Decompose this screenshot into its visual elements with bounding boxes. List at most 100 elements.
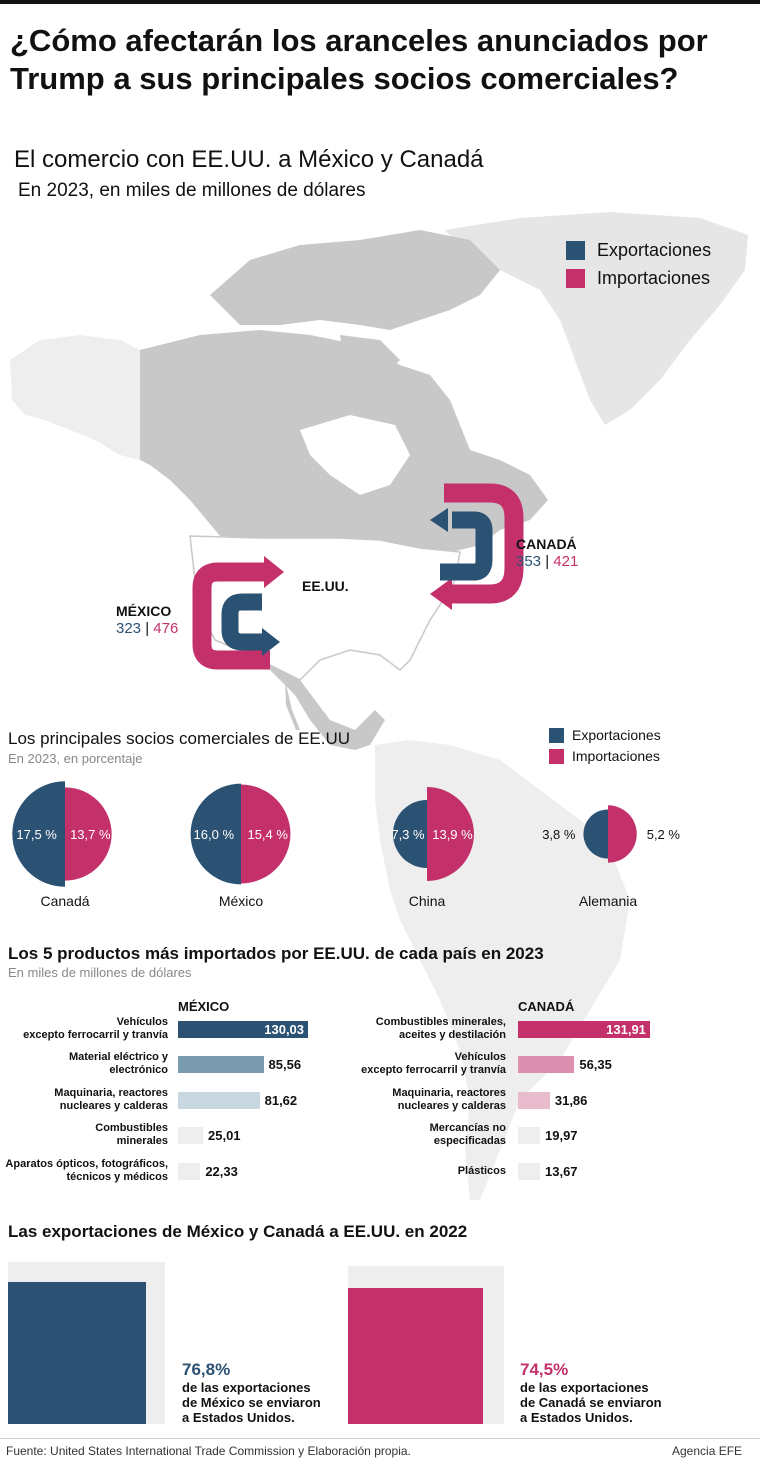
products-subtitle: En miles de millones de dólares — [8, 965, 192, 980]
product-label-line: Vehículos — [116, 1016, 168, 1028]
canada-product-value: 13,67 — [545, 1164, 578, 1179]
mexico-product-bar — [178, 1056, 264, 1073]
pie-imports-label: 5,2 % — [647, 827, 681, 842]
canada-desc-line3: a Estados Unidos. — [520, 1410, 633, 1425]
page-title: ¿Cómo afectarán los aranceles anunciados… — [10, 23, 708, 96]
pies-legend-imports-swatch — [549, 749, 564, 764]
mexico-exports-desc: de las exportaciones de México se enviar… — [182, 1380, 321, 1425]
mexico-exports-square-fill — [8, 1282, 146, 1424]
mexico-product-bar — [178, 1127, 203, 1144]
product-label-line: especificadas — [433, 1135, 506, 1147]
arctic-islands-shape — [210, 230, 500, 330]
mexico-product-value: 25,01 — [208, 1128, 241, 1143]
canada-product-value: 131,91 — [606, 1022, 646, 1037]
canada-product-value: 19,97 — [545, 1128, 578, 1143]
mexico-desc-line3: a Estados Unidos. — [182, 1410, 295, 1425]
product-label-line: Combustibles — [95, 1122, 168, 1134]
usa-label: EE.UU. — [302, 578, 349, 594]
mexico-imports-arrow — [192, 556, 284, 670]
pie-imports-label: 13,9 % — [432, 827, 473, 842]
mexico-product-value: 130,03 — [264, 1022, 305, 1037]
mexico-exports-value: 323 — [116, 620, 142, 637]
mexico-product-bar — [178, 1163, 201, 1180]
pies-legend-imports-label: Importaciones — [572, 748, 660, 764]
canada-exports-desc: de las exportaciones de Canadá se enviar… — [520, 1380, 662, 1425]
product-label-line: Maquinaria, reactores — [392, 1087, 506, 1099]
mexico-product-value: 81,62 — [264, 1093, 298, 1108]
mexico-product-label: Maquinaria, reactores nucleares y caldera… — [54, 1087, 168, 1113]
pie-imports-label: 15,4 % — [247, 827, 288, 842]
product-label-line: Mercancías no — [429, 1122, 506, 1134]
product-label-line: Combustibles minerales, — [375, 1016, 506, 1028]
pies-title: Los principales socios comerciales de EE… — [8, 729, 351, 748]
mexico-desc-line1: de las exportaciones — [182, 1380, 311, 1395]
canada-product-label: Vehículos excepto ferrocarril y tranvía — [361, 1051, 506, 1077]
product-label-line: Vehículos — [454, 1051, 506, 1063]
map-subtitle: En 2023, en miles de millones de dólares — [18, 180, 366, 201]
mexico-exports-pct: 76,8% — [182, 1360, 231, 1379]
trade-flow-arrows — [192, 483, 524, 670]
pie-country-label: México — [219, 893, 264, 909]
top-rule — [0, 0, 760, 4]
legend-exports-swatch — [566, 241, 585, 260]
canada-product-value: 31,86 — [554, 1093, 588, 1108]
mexico-product-value: 22,33 — [205, 1164, 238, 1179]
source-note: Fuente: United States International Trad… — [6, 1444, 411, 1458]
legend-exports-label: Exportaciones — [597, 240, 712, 260]
canada-product-label: Mercancías no especificadas — [430, 1122, 506, 1148]
pie-exports-china — [392, 799, 427, 869]
product-label-line: Material eléctrico y — [68, 1051, 168, 1063]
alaska-shape — [10, 335, 140, 460]
pie-imports-label: 13,7 % — [70, 827, 111, 842]
product-label-line: excepto ferrocarril y tranvía — [23, 1029, 168, 1041]
product-label-line: técnicos y médicos — [66, 1171, 169, 1183]
canada-product-bar — [518, 1127, 540, 1144]
pie-exports-label: 3,8 % — [542, 827, 576, 842]
footer-divider — [0, 1438, 760, 1439]
canada-product-bar — [518, 1021, 650, 1038]
product-label-line: Maquinaria, reactores — [54, 1087, 168, 1099]
pie-country-label: China — [409, 893, 446, 909]
canada-product-bar — [518, 1163, 540, 1180]
canada-product-bar — [518, 1092, 550, 1109]
pie-exports-canadá — [12, 781, 65, 887]
exports-2022-title: Las exportaciones de México y Canadá a E… — [8, 1222, 468, 1241]
canada-imports-value: 421 — [553, 553, 579, 570]
canada-product-value: 56,35 — [579, 1057, 612, 1072]
canada-exports-arrow — [430, 508, 493, 581]
canada-exports-pct: 74,5% — [520, 1360, 569, 1379]
pies-legend-exports-swatch — [549, 728, 564, 743]
pie-exports-label: 16,0 % — [194, 827, 235, 842]
legend-imports-swatch — [566, 269, 585, 288]
agency-credit: Agencia EFE — [672, 1444, 743, 1458]
canada-product-label: Plásticos — [458, 1165, 506, 1178]
canada-exports-square-fill — [348, 1287, 483, 1424]
mexico-product-label: Combustibles minerales — [95, 1122, 168, 1148]
products-title: Los 5 productos más importados por EE.UU… — [8, 944, 544, 963]
canada-exports-value: 353 — [516, 553, 542, 570]
mexico-product-label: Material eléctrico y electrónico — [69, 1051, 168, 1077]
pie-exports-label: 17,5 % — [16, 827, 57, 842]
canada-product-bar — [518, 1056, 575, 1073]
product-label-line: nucleares y calderas — [59, 1100, 168, 1112]
product-label-line: Aparatos ópticos, fotográficos, — [5, 1158, 168, 1170]
mexico-label: MÉXICO — [116, 603, 172, 619]
pies-legend-exports-label: Exportaciones — [572, 727, 661, 743]
canada-values: 353 | 421 — [516, 553, 579, 570]
pie-imports-méxico — [241, 784, 291, 884]
pie-exports-méxico — [190, 783, 241, 885]
canada-column-header: CANADÁ — [518, 999, 575, 1014]
mexico-shape — [250, 655, 385, 750]
mexico-desc-line2: de México se enviaron — [182, 1395, 321, 1410]
product-label-line: minerales — [116, 1135, 168, 1147]
mexico-exports-arrow — [221, 593, 280, 656]
canada-desc-line2: de Canadá se enviaron — [520, 1395, 662, 1410]
product-label-line: nucleares y calderas — [397, 1100, 506, 1112]
pie-imports-canadá — [65, 787, 112, 881]
mexico-values: 323 | 476 — [116, 620, 179, 637]
product-label-line: electrónico — [109, 1064, 168, 1076]
pie-exports-alemania — [583, 809, 608, 859]
mexico-product-label: Aparatos ópticos, fotográficos, técnicos … — [5, 1158, 168, 1184]
canada-product-label: Combustibles minerales, aceites y destila… — [376, 1016, 506, 1042]
